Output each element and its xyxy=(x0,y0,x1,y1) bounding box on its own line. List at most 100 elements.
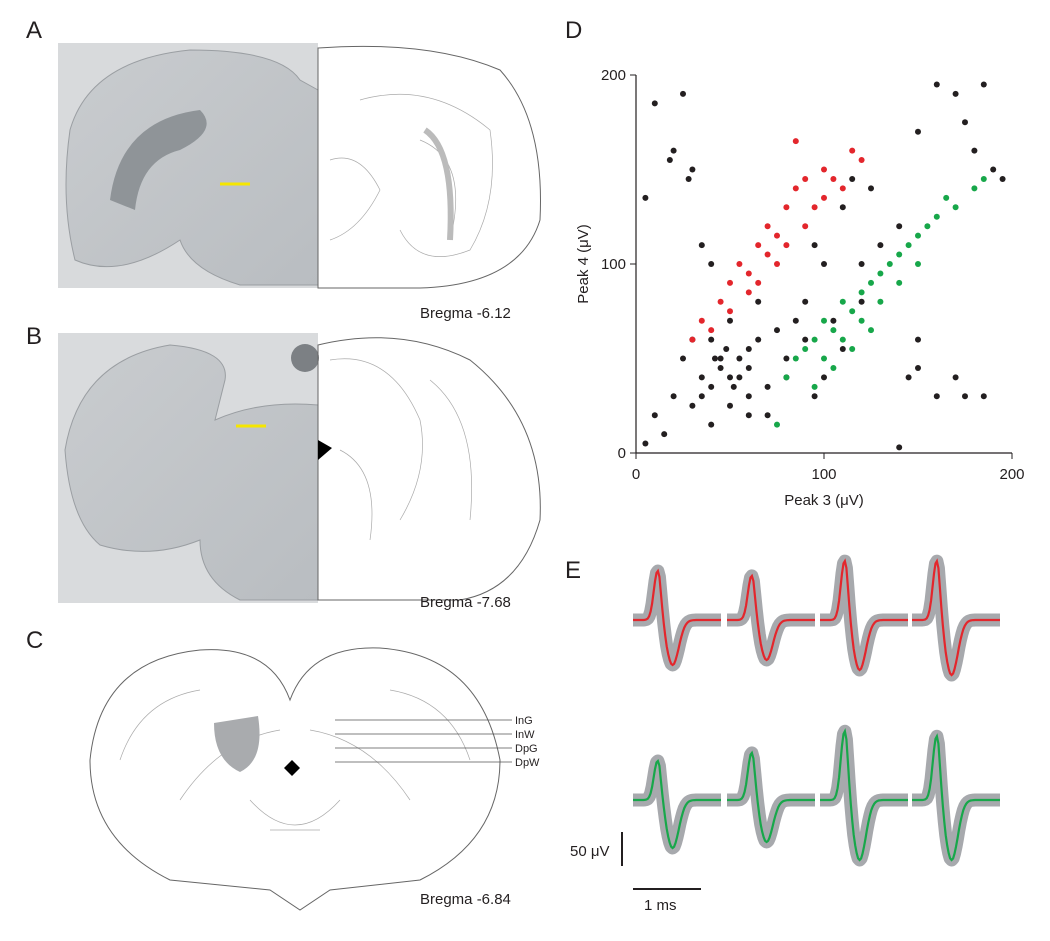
point xyxy=(670,147,677,154)
point xyxy=(755,242,762,249)
point xyxy=(933,213,940,220)
point xyxy=(821,261,827,267)
point xyxy=(943,194,950,201)
point xyxy=(651,100,658,107)
point xyxy=(727,374,733,381)
point xyxy=(980,81,987,88)
point xyxy=(849,308,856,315)
point xyxy=(792,138,799,145)
point xyxy=(755,298,762,305)
point xyxy=(774,261,780,267)
point xyxy=(730,383,737,390)
point xyxy=(877,270,884,277)
layer-label: DpW xyxy=(515,757,540,769)
point xyxy=(745,346,752,353)
point xyxy=(915,364,921,371)
point xyxy=(821,194,827,201)
point xyxy=(736,374,743,381)
y-axis-label: Peak 4 (μV) xyxy=(575,224,592,304)
point xyxy=(821,355,827,362)
point xyxy=(830,327,837,334)
point xyxy=(915,232,921,239)
point xyxy=(708,383,715,390)
point xyxy=(821,317,827,324)
point xyxy=(868,327,874,334)
layer-label: DpG xyxy=(515,743,538,755)
point xyxy=(736,355,743,362)
point xyxy=(933,81,940,88)
point xyxy=(717,364,724,371)
point xyxy=(685,175,692,182)
point xyxy=(858,157,865,164)
point xyxy=(811,393,818,400)
aqueduct xyxy=(284,760,300,776)
point xyxy=(711,355,718,362)
point xyxy=(915,261,921,267)
point xyxy=(680,355,686,362)
caption: Bregma -6.12 xyxy=(420,305,511,322)
point xyxy=(651,412,658,419)
point xyxy=(886,261,893,267)
point xyxy=(802,223,809,230)
point xyxy=(698,374,705,381)
point xyxy=(896,279,903,286)
point xyxy=(783,355,790,362)
x-axis-label: Peak 3 (μV) xyxy=(784,492,864,509)
y-tick-label: 0 xyxy=(618,445,626,462)
point xyxy=(745,270,752,277)
waveforms xyxy=(628,554,1005,867)
atlas-lines xyxy=(329,93,493,257)
x-tick-label: 200 xyxy=(999,466,1024,483)
point xyxy=(905,242,912,249)
waveform-mean xyxy=(912,733,1000,862)
atlas-hippocampus xyxy=(423,127,454,241)
point xyxy=(774,232,780,239)
waveform-mean xyxy=(912,558,1000,677)
point xyxy=(689,336,696,343)
point xyxy=(802,346,809,353)
panel-label: D xyxy=(565,17,582,44)
point xyxy=(839,346,846,353)
point xyxy=(783,374,790,381)
point xyxy=(661,431,668,438)
point xyxy=(877,242,884,249)
point xyxy=(990,166,997,173)
point xyxy=(698,393,705,400)
point xyxy=(689,402,696,409)
point xyxy=(755,279,762,286)
point xyxy=(783,204,790,211)
point xyxy=(764,223,771,230)
point xyxy=(868,279,874,286)
atlas-ventricle xyxy=(318,440,332,460)
point xyxy=(999,175,1006,182)
point xyxy=(849,175,856,182)
point xyxy=(839,204,846,211)
waveform-mean xyxy=(727,750,815,844)
point xyxy=(802,175,809,182)
point xyxy=(792,185,799,192)
point xyxy=(764,251,771,258)
point xyxy=(971,147,978,154)
point xyxy=(952,90,959,97)
point xyxy=(745,289,752,296)
point xyxy=(717,298,724,305)
atlas-outline xyxy=(317,337,541,601)
point xyxy=(708,421,715,428)
layer-labels: InG InW DpG DpW xyxy=(335,715,540,769)
panel-label: A xyxy=(26,17,42,44)
point xyxy=(736,261,743,267)
x-tick-label: 0 xyxy=(632,466,640,483)
point xyxy=(666,157,673,164)
point xyxy=(830,364,837,371)
point xyxy=(689,166,696,173)
point xyxy=(821,166,827,173)
caption: Bregma -6.84 xyxy=(420,891,511,908)
point xyxy=(858,317,865,324)
point xyxy=(980,175,987,182)
point xyxy=(783,242,790,249)
atlas-outline xyxy=(89,647,501,911)
point xyxy=(680,90,686,97)
x-tick-label: 100 xyxy=(811,466,836,483)
point xyxy=(830,175,837,182)
